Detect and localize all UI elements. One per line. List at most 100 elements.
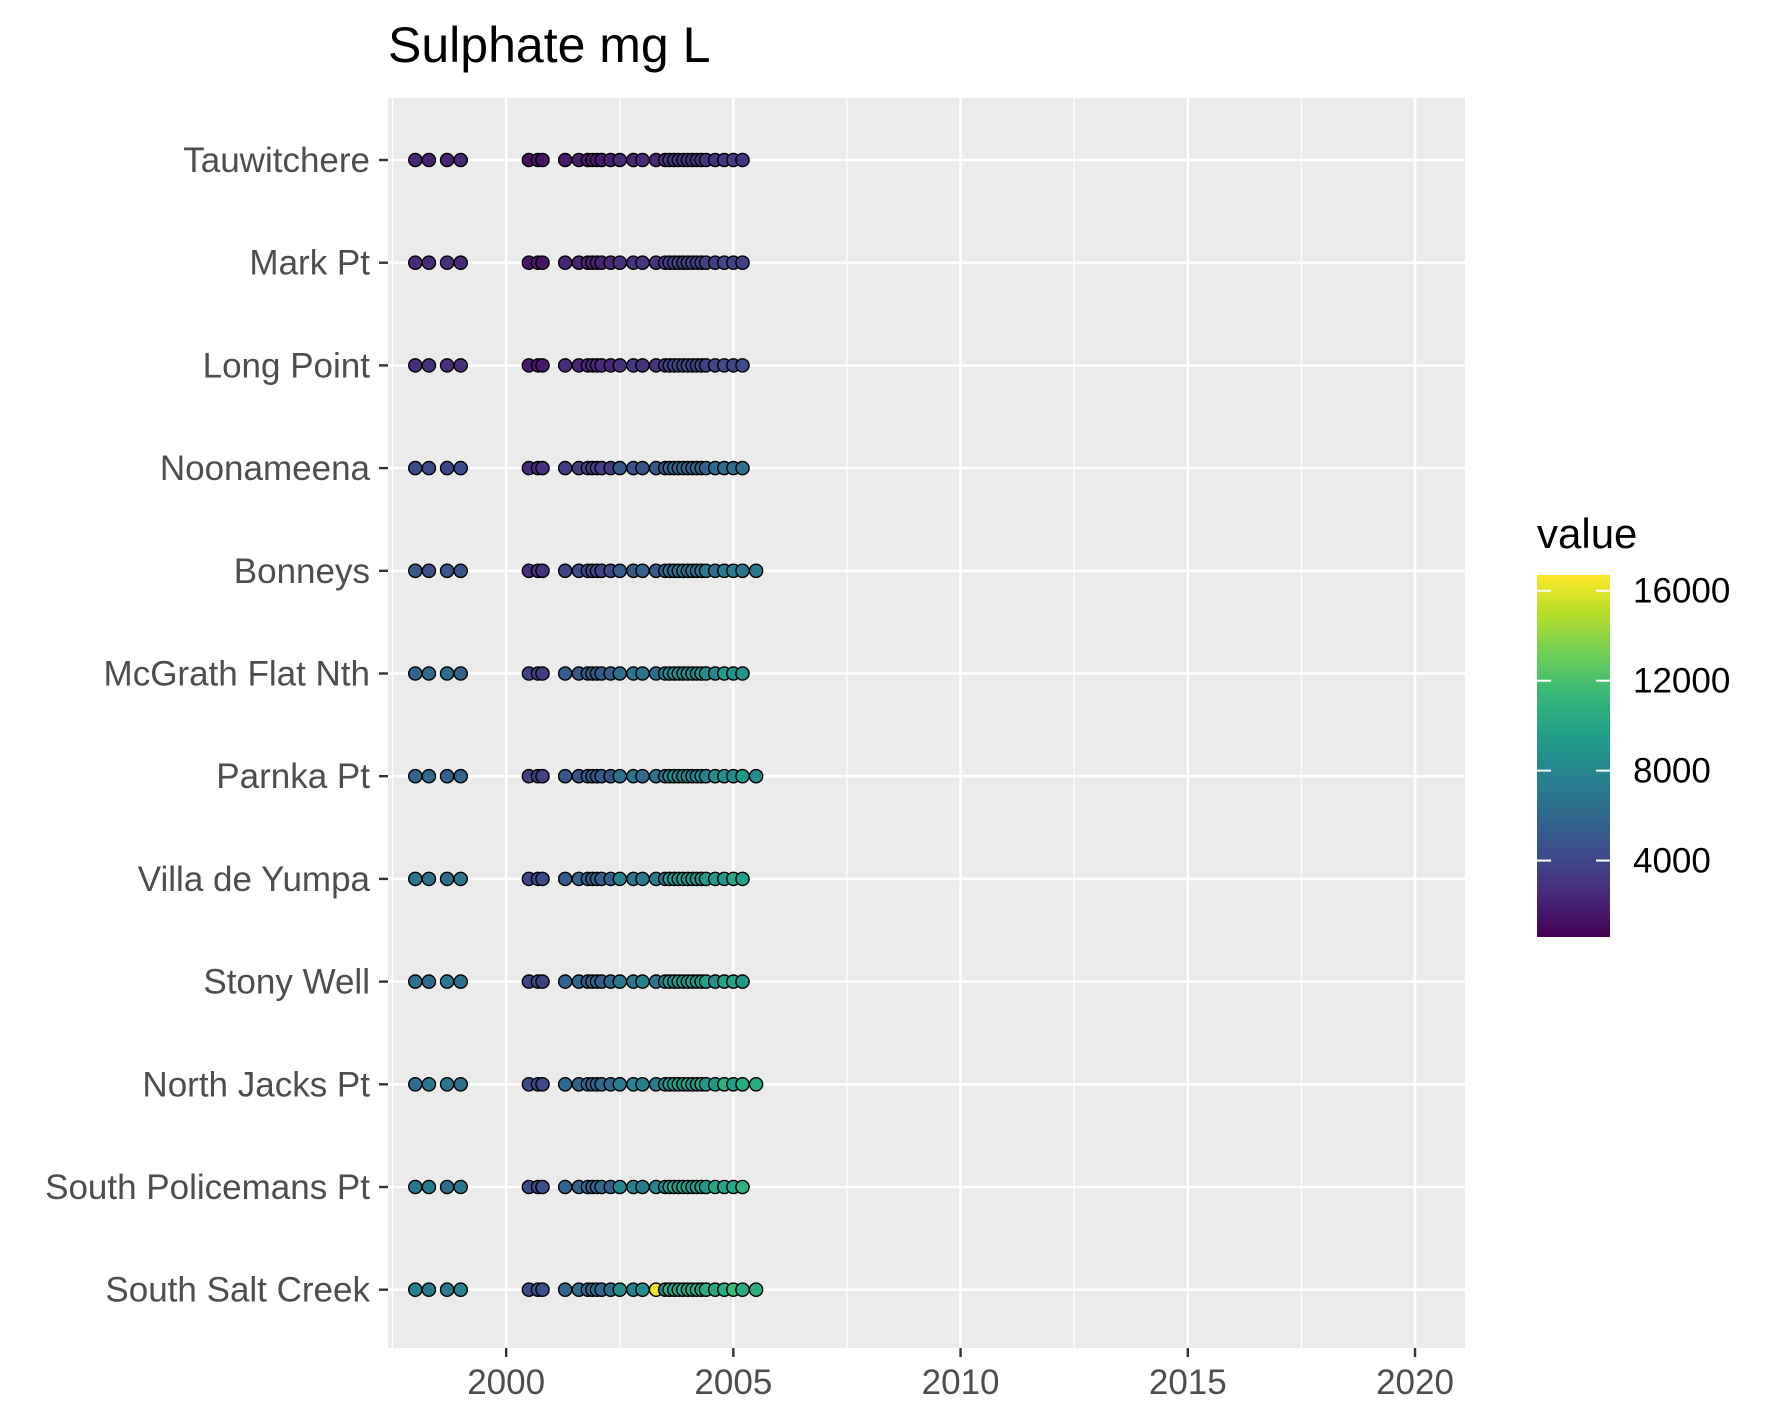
y-tick-label: Noonameena <box>160 449 371 488</box>
data-point <box>439 1179 455 1195</box>
data-point <box>735 974 750 989</box>
data-point <box>407 1179 423 1195</box>
data-point <box>612 871 628 887</box>
legend-ticks: 4000 8000 12000 16000 <box>1537 572 1730 881</box>
data-point <box>407 460 423 476</box>
data-point <box>557 460 573 476</box>
y-tick-label: Tauwitchere <box>183 141 370 180</box>
data-point <box>407 768 423 784</box>
data-point <box>421 768 437 784</box>
data-point <box>421 666 437 681</box>
data-point <box>453 358 469 373</box>
data-point <box>557 255 573 271</box>
data-point <box>557 563 573 579</box>
data-point <box>735 1282 750 1297</box>
y-tick-label: North Jacks Pt <box>142 1065 370 1104</box>
data-point <box>439 768 455 784</box>
data-point <box>535 152 550 168</box>
data-point <box>535 358 550 373</box>
data-point <box>453 1282 469 1297</box>
data-point <box>535 871 550 887</box>
data-point <box>439 563 455 579</box>
data-point <box>453 871 469 887</box>
data-point <box>421 1179 437 1195</box>
data-point <box>421 563 437 579</box>
data-point <box>557 974 573 989</box>
data-point <box>535 1282 550 1297</box>
y-tick-label: McGrath Flat Nth <box>104 655 370 694</box>
data-point <box>557 1077 573 1092</box>
data-point <box>453 563 469 579</box>
data-point <box>635 666 650 681</box>
data-point <box>407 1282 423 1297</box>
data-point <box>557 1179 573 1195</box>
data-point <box>735 666 750 681</box>
data-point <box>735 563 750 579</box>
data-point <box>421 358 437 373</box>
data-point <box>635 460 650 476</box>
data-point <box>407 152 423 168</box>
data-point <box>557 768 573 784</box>
data-point <box>557 666 573 681</box>
data-point <box>439 871 455 887</box>
data-point <box>748 563 764 579</box>
y-tick-label: Long Point <box>203 346 371 385</box>
data-point <box>735 460 750 476</box>
data-point <box>612 974 628 989</box>
data-point <box>453 152 469 168</box>
data-point <box>735 255 750 271</box>
data-point <box>748 768 764 784</box>
data-point <box>735 768 750 784</box>
data-point <box>439 358 455 373</box>
data-point <box>535 1179 550 1195</box>
legend-tick-label: 12000 <box>1633 662 1730 701</box>
data-point <box>421 255 437 271</box>
data-points <box>407 152 764 1297</box>
legend-colorbar <box>1537 575 1610 937</box>
data-point <box>535 768 550 784</box>
data-point <box>735 358 750 373</box>
data-point <box>407 871 423 887</box>
data-point <box>612 666 628 681</box>
data-point <box>735 152 750 168</box>
data-point <box>439 1282 455 1297</box>
data-point <box>612 1179 628 1195</box>
data-point <box>407 974 423 989</box>
data-point <box>735 1077 750 1092</box>
data-point <box>421 460 437 476</box>
data-point <box>453 666 469 681</box>
y-tick-label: South Salt Creek <box>105 1271 370 1310</box>
data-point <box>407 255 423 271</box>
data-point <box>635 1179 650 1195</box>
data-point <box>557 152 573 168</box>
data-point <box>407 666 423 681</box>
data-point <box>557 358 573 373</box>
chart-title: Sulphate mg L <box>388 17 710 73</box>
data-point <box>439 974 455 989</box>
data-point <box>453 1179 469 1195</box>
data-point <box>439 666 455 681</box>
minor-gridlines <box>391 98 1303 1348</box>
data-point <box>612 152 628 168</box>
data-point <box>635 1282 650 1297</box>
data-point <box>407 1077 423 1092</box>
data-point <box>612 1077 628 1092</box>
y-tick-label: Mark Pt <box>249 244 370 283</box>
data-point <box>748 1077 764 1092</box>
data-point <box>612 1282 628 1297</box>
data-point <box>735 1179 750 1195</box>
legend-tick-label: 4000 <box>1633 842 1711 881</box>
legend-title: value <box>1537 510 1637 557</box>
data-point <box>421 152 437 168</box>
data-point <box>735 871 750 887</box>
data-point <box>439 1077 455 1092</box>
data-point <box>407 358 423 373</box>
data-point <box>557 871 573 887</box>
data-point <box>635 563 650 579</box>
y-tick-label: Villa de Yumpa <box>138 860 371 899</box>
data-point <box>421 974 437 989</box>
x-tick-label: 2020 <box>1376 1363 1454 1402</box>
data-point <box>453 460 469 476</box>
data-point <box>612 563 628 579</box>
